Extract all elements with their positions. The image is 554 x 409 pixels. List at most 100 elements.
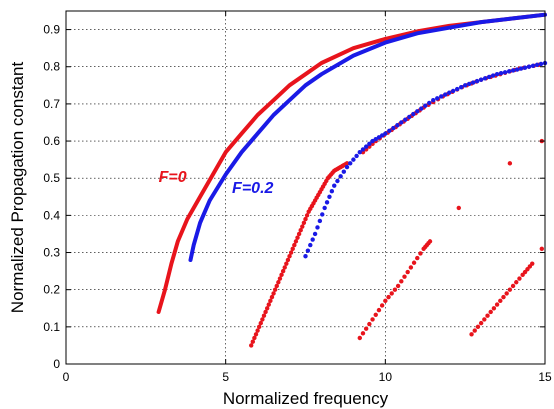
data-point	[403, 117, 408, 122]
data-point	[407, 114, 412, 120]
series-5	[357, 239, 433, 341]
y-tick-label: 0.9	[43, 23, 60, 37]
data-point	[266, 302, 271, 307]
data-point	[456, 205, 461, 211]
y-tick-label: 0.1	[43, 320, 60, 334]
data-point	[300, 224, 305, 229]
y-tick-label: 0.6	[43, 134, 60, 148]
data-point	[439, 94, 444, 99]
data-point	[514, 67, 520, 72]
data-point	[474, 78, 480, 84]
data-point	[518, 66, 524, 71]
data-point	[447, 90, 452, 95]
series-1	[188, 12, 547, 262]
data-point	[494, 71, 500, 77]
data-point	[423, 103, 428, 108]
data-point	[501, 294, 506, 300]
data-point	[387, 128, 392, 134]
data-point	[263, 309, 268, 315]
data-point	[249, 343, 254, 348]
data-point	[335, 178, 340, 184]
data-point	[391, 125, 396, 131]
data-point	[534, 62, 540, 68]
data-point	[324, 200, 330, 205]
data-point	[256, 324, 262, 330]
data-point	[507, 161, 513, 166]
data-point	[506, 69, 512, 74]
data-point	[260, 317, 265, 322]
data-point	[411, 111, 416, 117]
data-point	[472, 328, 477, 333]
data-point	[315, 225, 320, 230]
data-point	[363, 144, 369, 149]
grid	[66, 11, 545, 364]
data-point	[357, 150, 362, 155]
data-point	[370, 138, 375, 144]
data-point	[308, 242, 313, 248]
data-point	[304, 213, 310, 218]
data-point	[327, 194, 332, 199]
data-point	[317, 218, 323, 224]
x-tick-label: 15	[538, 370, 552, 384]
data-point	[538, 61, 544, 67]
data-point	[510, 283, 516, 289]
annotations: F=0 F=0.2	[159, 169, 274, 197]
data-point	[530, 261, 535, 266]
data-point	[450, 88, 456, 94]
data-point	[379, 133, 385, 138]
data-point	[272, 287, 278, 292]
data-point	[469, 332, 474, 337]
data-point	[274, 283, 279, 289]
data-point	[488, 309, 493, 315]
data-point	[305, 248, 311, 253]
data-point	[332, 183, 337, 188]
data-point	[284, 261, 289, 266]
data-point	[494, 302, 500, 307]
x-tick-label: 0	[63, 370, 70, 384]
y-tick-label: 0.3	[43, 246, 60, 260]
data-point	[303, 254, 308, 259]
data-point	[502, 70, 508, 75]
data-point	[443, 92, 448, 97]
data-point	[292, 242, 297, 248]
data-point	[367, 141, 372, 147]
data-point	[255, 328, 260, 333]
data-point	[486, 74, 492, 80]
data-point	[282, 265, 287, 270]
data-point	[301, 220, 307, 225]
data-point	[338, 174, 343, 179]
data-point	[268, 298, 273, 304]
data-point	[264, 306, 270, 311]
data-point	[405, 269, 410, 275]
data-point	[258, 320, 263, 326]
data-point	[466, 81, 472, 87]
data-point	[320, 212, 325, 217]
data-point	[415, 109, 420, 114]
data-point	[504, 291, 509, 296]
data-point	[303, 216, 308, 222]
data-point	[295, 235, 300, 240]
data-point	[386, 294, 391, 300]
data-point	[478, 77, 484, 82]
series-annotation: F=0.2	[232, 180, 273, 197]
data-point	[373, 136, 378, 142]
data-point	[485, 313, 490, 318]
data-point	[498, 71, 504, 76]
data-point	[271, 291, 276, 296]
x-axis-label: Normalized frequency	[223, 389, 389, 408]
data-point	[419, 106, 424, 111]
series-4	[303, 60, 548, 259]
data-point	[526, 64, 532, 69]
data-point	[415, 255, 420, 261]
data-point	[408, 265, 414, 270]
data-point	[402, 274, 407, 279]
series-7	[456, 138, 545, 252]
data-point	[478, 320, 484, 326]
data-point	[310, 237, 315, 242]
series-2	[249, 161, 350, 348]
data-point	[490, 73, 496, 78]
x-tick-label: 10	[379, 370, 393, 384]
data-point	[329, 189, 335, 194]
data-point	[276, 280, 281, 285]
